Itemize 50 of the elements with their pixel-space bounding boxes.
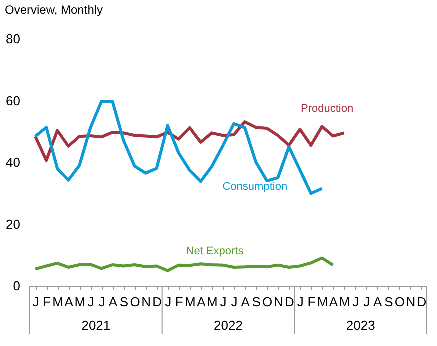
x-tick-label: N — [406, 294, 416, 310]
x-tick-label: M — [207, 294, 218, 310]
x-tick-label: F — [43, 294, 52, 310]
x-tick-label: M — [317, 294, 328, 310]
x-tick-label: D — [417, 294, 427, 310]
line-series — [34, 256, 335, 272]
x-tick-label: M — [339, 294, 350, 310]
x-tick-label: J — [231, 294, 238, 310]
text: 2023 — [346, 318, 376, 333]
x-tick-label: J — [297, 294, 304, 310]
series-label: Consumption — [222, 181, 288, 194]
x-tick-label: J — [32, 294, 40, 310]
x-tick-label: M — [52, 294, 64, 310]
x-tick-label: D — [284, 294, 294, 310]
x-tick-label: S — [120, 294, 129, 310]
x-tick-label: A — [108, 294, 118, 310]
series-label: Net Exports — [186, 245, 244, 258]
y-tick-label: 80 — [6, 32, 20, 46]
line-series — [34, 120, 346, 162]
x-tick-label: A — [374, 294, 383, 310]
x-tick-label: J — [364, 294, 370, 310]
x-tick-label: O — [262, 294, 273, 310]
y-tick-label: 40 — [6, 155, 20, 170]
y-tick-label: 0 — [13, 278, 20, 294]
text: 2021 — [82, 318, 111, 333]
x-tick-label: S — [384, 294, 394, 310]
x-tick-label: J — [165, 294, 172, 310]
x-tick-label: N — [274, 294, 284, 310]
chart-title: Overview, Monthly — [5, 3, 104, 17]
x-tick-label: N — [142, 294, 151, 310]
x-tick-label: J — [88, 294, 94, 310]
x-tick-label: J — [220, 294, 227, 310]
x-tick-label: O — [394, 294, 405, 310]
x-tick-label: M — [74, 294, 86, 310]
x-tick-label: A — [64, 294, 74, 310]
series-label: Production — [300, 103, 354, 116]
x-tick-label: F — [308, 294, 316, 310]
x-tick-label: A — [241, 294, 250, 310]
x-tick-label: M — [184, 294, 196, 310]
x-tick-label: S — [252, 294, 262, 310]
y-tick-label: 60 — [6, 93, 20, 108]
x-tick-label: A — [197, 294, 206, 310]
x-tick-label: D — [152, 294, 162, 310]
x-tick-label: F — [175, 294, 184, 310]
x-tick-label: O — [130, 294, 140, 310]
x-tick-label: A — [329, 294, 338, 310]
y-tick-label: 20 — [6, 216, 20, 232]
x-tick-label: J — [352, 294, 360, 310]
x-tick-label: J — [98, 294, 106, 310]
text: 2022 — [214, 318, 243, 333]
